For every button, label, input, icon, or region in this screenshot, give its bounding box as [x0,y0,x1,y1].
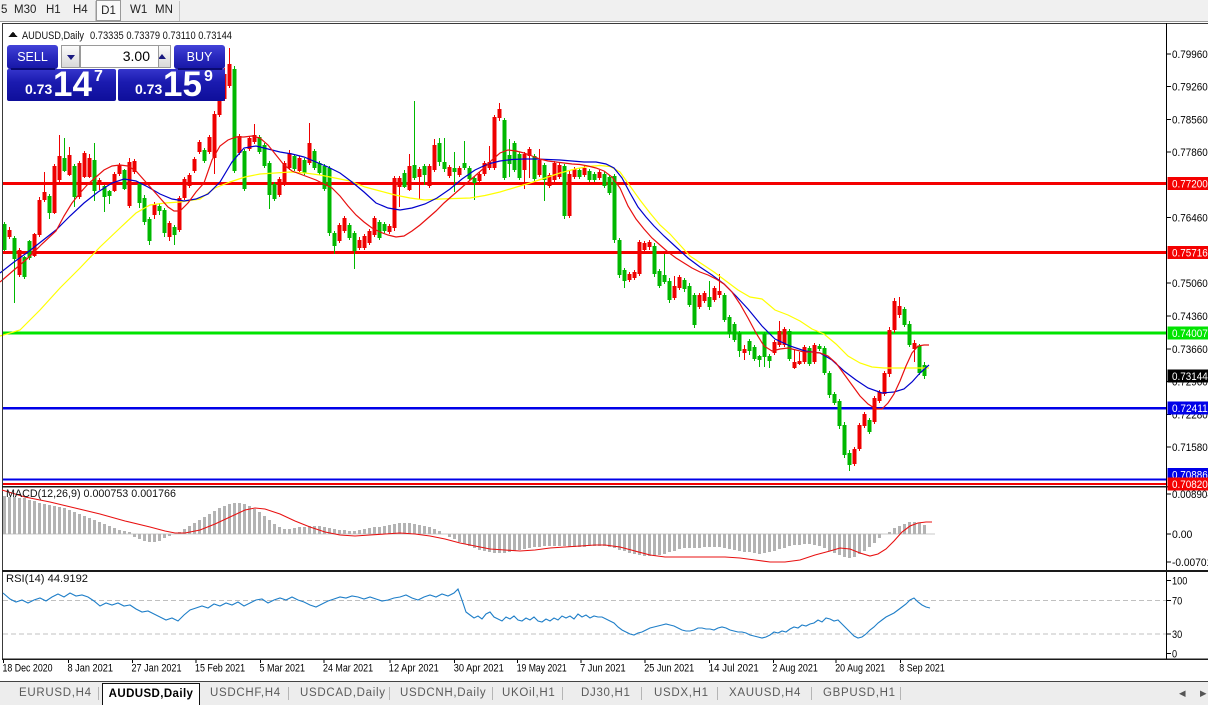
svg-text:2 Aug 2021: 2 Aug 2021 [772,663,818,675]
svg-text:0.76460: 0.76460 [1172,213,1208,225]
svg-text:0.74360: 0.74360 [1172,311,1208,323]
svg-text:0.008904: 0.008904 [1172,489,1208,501]
svg-text:0.72411: 0.72411 [1172,403,1208,415]
svg-text:0.75060: 0.75060 [1172,278,1208,290]
svg-text:8 Sep 2021: 8 Sep 2021 [899,663,945,675]
svg-text:0.73335 0.73379 0.73110 0.7314: 0.73335 0.73379 0.73110 0.73144 [90,30,232,42]
svg-text:0.78560: 0.78560 [1172,114,1208,126]
svg-text:27 Jan 2021: 27 Jan 2021 [132,663,182,675]
svg-text:0.77860: 0.77860 [1172,147,1208,159]
svg-text:12 Apr 2021: 12 Apr 2021 [389,663,439,675]
svg-text:8 Jan 2021: 8 Jan 2021 [68,663,114,675]
svg-text:MACD(12,26,9) 0.000753 0.00176: MACD(12,26,9) 0.000753 0.001766 [6,488,176,500]
svg-text:20 Aug 2021: 20 Aug 2021 [835,663,885,675]
svg-text:-0.007013: -0.007013 [1172,557,1208,569]
svg-text:0.74007: 0.74007 [1172,328,1208,340]
svg-text:0.73660: 0.73660 [1172,344,1208,356]
svg-text:15 Feb 2021: 15 Feb 2021 [195,663,245,675]
svg-text:7 Jun 2021: 7 Jun 2021 [580,663,626,675]
svg-text:25 Jun 2021: 25 Jun 2021 [644,663,694,675]
svg-text:0.00: 0.00 [1172,529,1192,541]
svg-text:0.79960: 0.79960 [1172,49,1208,61]
svg-text:AUDUSD,Daily: AUDUSD,Daily [22,30,84,42]
svg-text:0.71580: 0.71580 [1172,442,1208,454]
svg-text:0.77200: 0.77200 [1172,179,1208,191]
svg-text:0.79260: 0.79260 [1172,82,1208,94]
svg-text:RSI(14) 44.9192: RSI(14) 44.9192 [6,573,88,585]
svg-text:0.70820: 0.70820 [1172,479,1208,491]
svg-text:0.75716: 0.75716 [1172,248,1208,260]
svg-text:30 Apr 2021: 30 Apr 2021 [454,663,504,675]
svg-text:30: 30 [1172,629,1182,641]
svg-text:5 Mar 2021: 5 Mar 2021 [260,663,306,675]
svg-text:0: 0 [1172,649,1177,661]
svg-text:14 Jul 2021: 14 Jul 2021 [709,663,759,675]
svg-text:0.73144: 0.73144 [1172,371,1208,383]
svg-text:18 Dec 2020: 18 Dec 2020 [3,663,53,675]
svg-text:70: 70 [1172,596,1182,608]
svg-text:100: 100 [1172,576,1187,588]
svg-text:24 Mar 2021: 24 Mar 2021 [323,663,373,675]
svg-text:19 May 2021: 19 May 2021 [517,663,567,675]
